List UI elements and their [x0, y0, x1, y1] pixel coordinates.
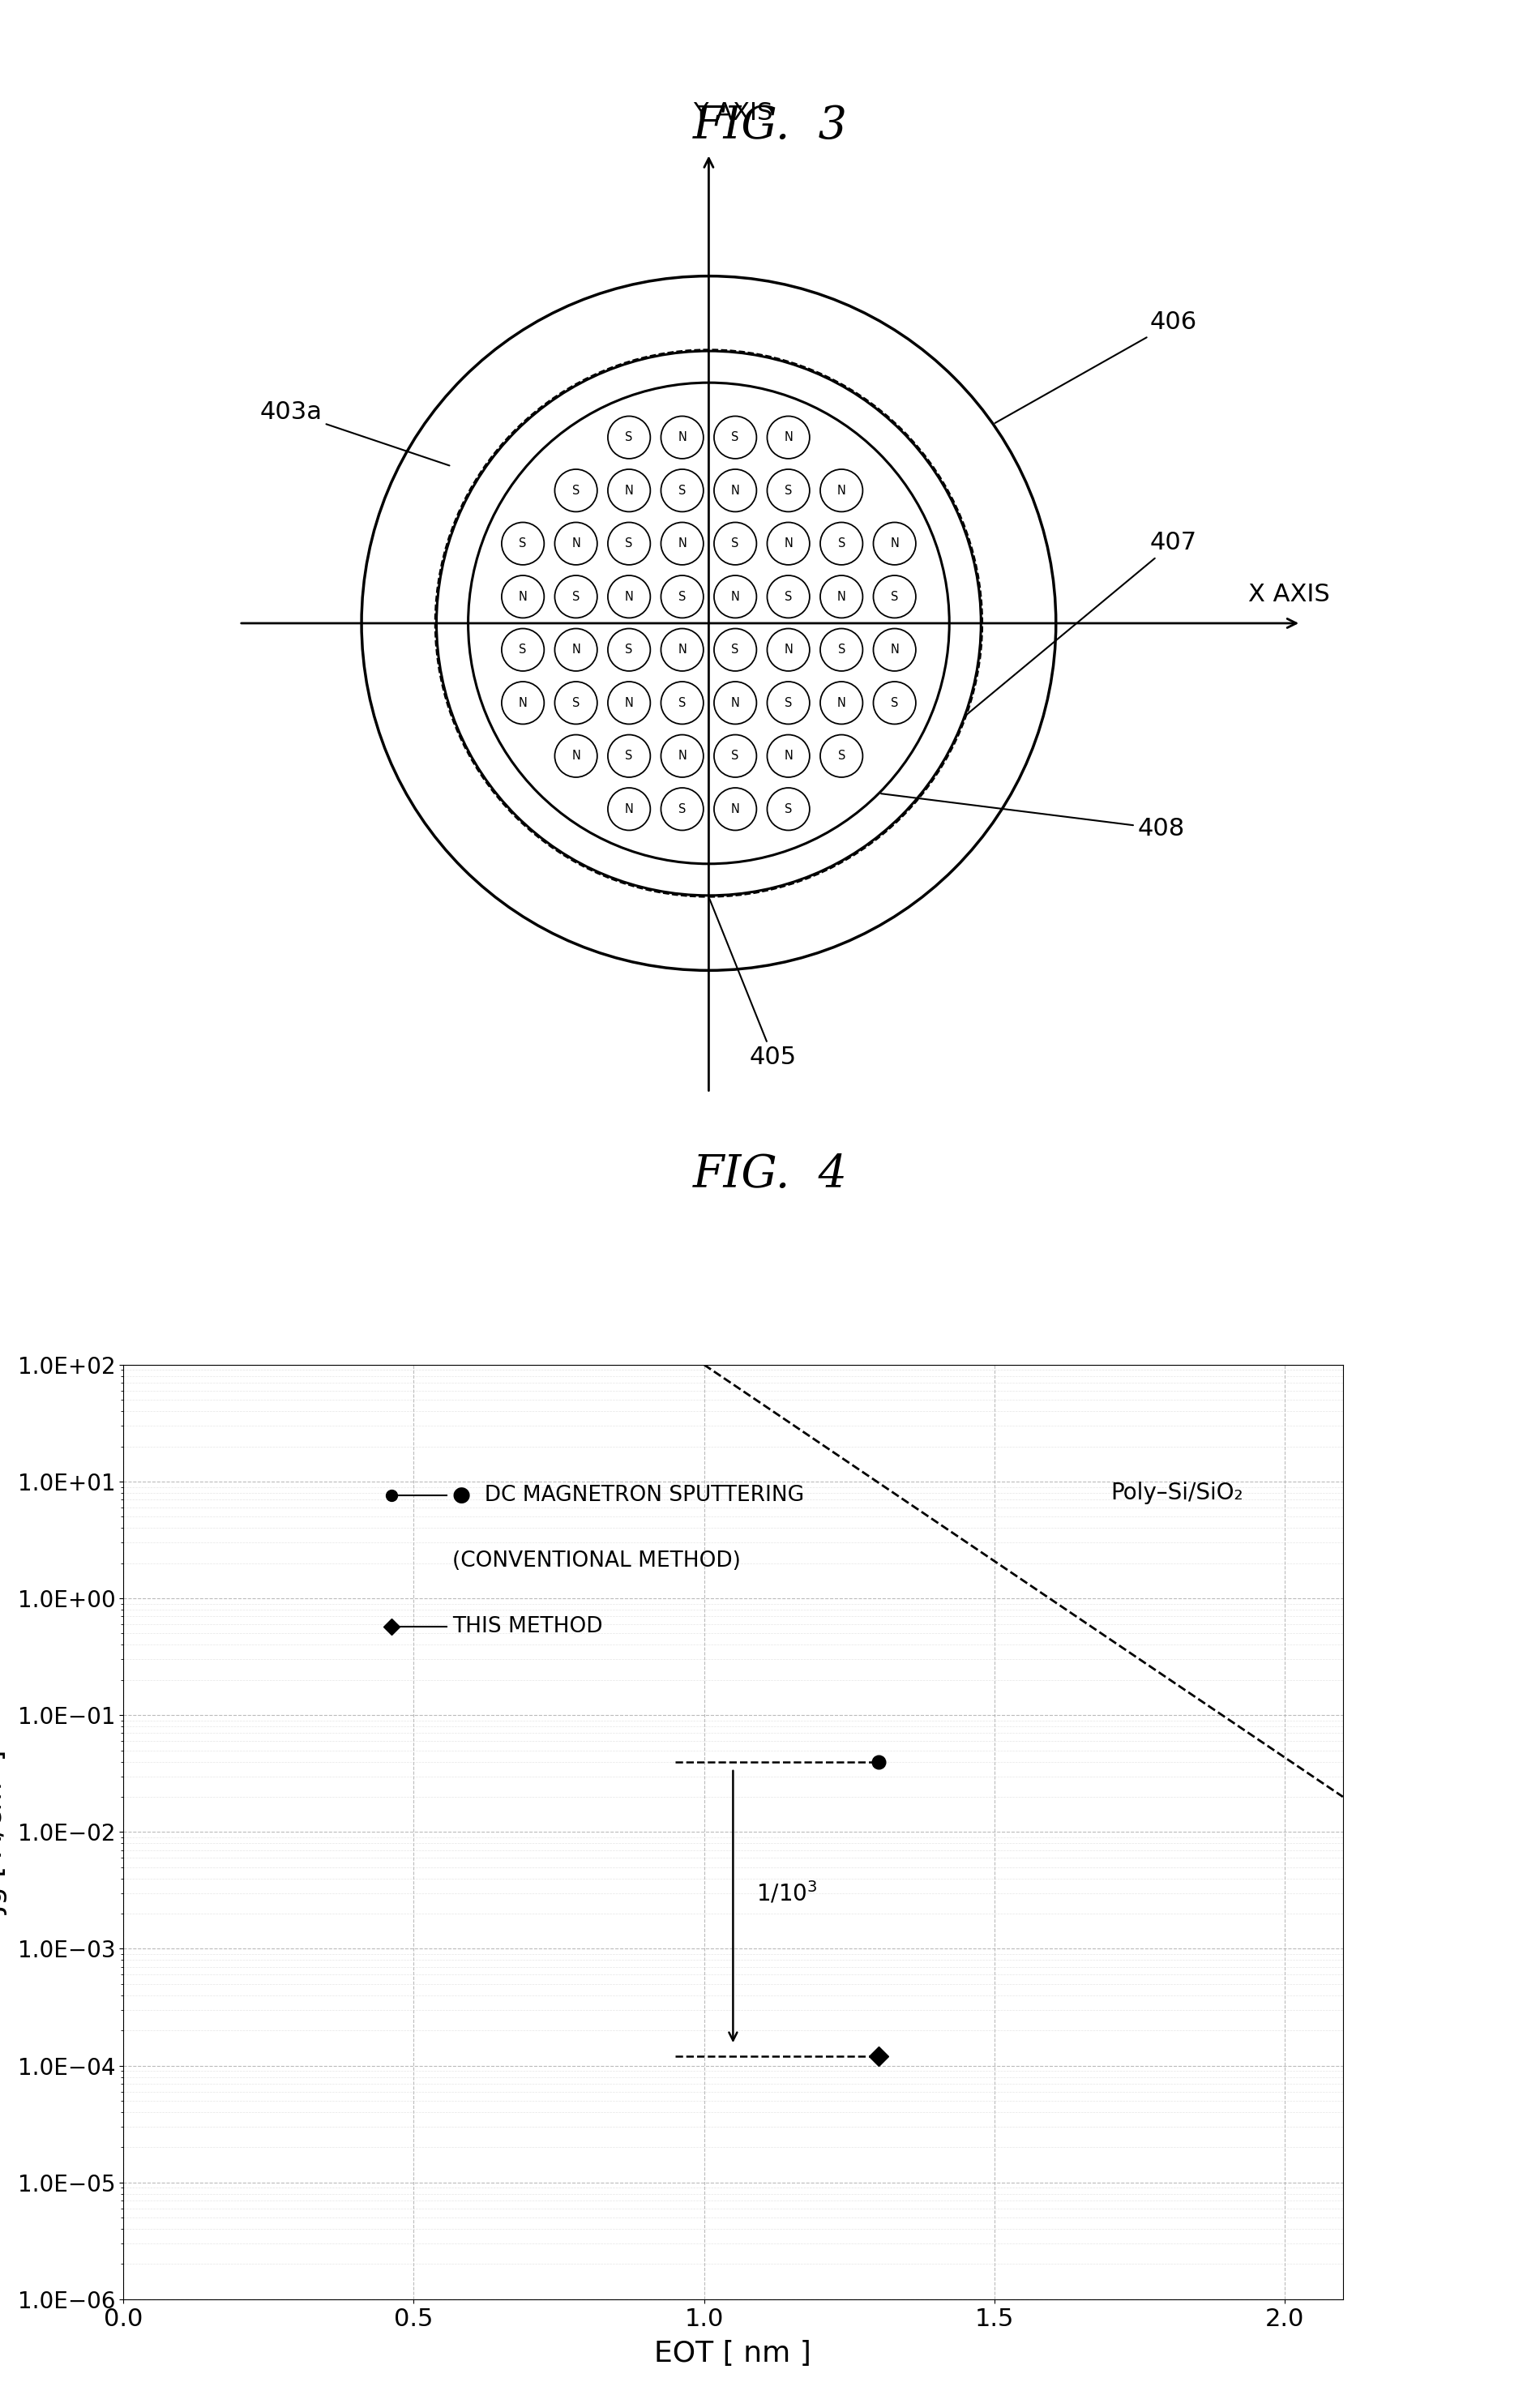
Text: S: S: [838, 750, 845, 762]
Text: 406: 406: [995, 311, 1197, 424]
Text: S: S: [732, 536, 739, 551]
Text: S: S: [625, 644, 633, 656]
Text: N: N: [838, 592, 845, 604]
Text: ●  DC MAGNETRON SPUTTERING: ● DC MAGNETRON SPUTTERING: [453, 1485, 804, 1506]
Text: S: S: [784, 802, 792, 814]
Text: N: N: [678, 644, 687, 656]
Text: FIG.  3: FIG. 3: [693, 103, 847, 148]
Text: N: N: [625, 802, 633, 814]
Text: N: N: [838, 484, 845, 496]
Text: S: S: [732, 750, 739, 762]
Text: N: N: [784, 431, 793, 443]
Text: S: S: [625, 536, 633, 551]
Text: N: N: [678, 536, 687, 551]
Text: N: N: [890, 536, 899, 551]
Text: N: N: [571, 644, 581, 656]
Text: N: N: [519, 592, 527, 604]
Text: Poly–Si/SiO₂: Poly–Si/SiO₂: [1110, 1483, 1243, 1504]
Text: S: S: [890, 697, 898, 709]
Text: N: N: [784, 750, 793, 762]
Text: (CONVENTIONAL METHOD): (CONVENTIONAL METHOD): [453, 1550, 741, 1571]
Text: S: S: [519, 536, 527, 551]
Text: N: N: [732, 592, 739, 604]
Text: 408: 408: [881, 793, 1184, 841]
Text: S: S: [784, 484, 792, 496]
Text: X AXIS: X AXIS: [1247, 582, 1329, 606]
Text: 407: 407: [966, 532, 1197, 714]
Text: S: S: [679, 697, 685, 709]
Text: S: S: [625, 750, 633, 762]
Text: S: S: [838, 536, 845, 551]
Text: N: N: [678, 431, 687, 443]
Text: S: S: [732, 644, 739, 656]
Text: S: S: [890, 592, 898, 604]
Text: N: N: [678, 750, 687, 762]
Text: N: N: [784, 644, 793, 656]
Text: N: N: [890, 644, 899, 656]
Text: 405: 405: [710, 898, 796, 1068]
Text: S: S: [732, 431, 739, 443]
Text: Y AXIS: Y AXIS: [693, 101, 773, 125]
Text: S: S: [573, 484, 579, 496]
Text: N: N: [571, 750, 581, 762]
Text: N: N: [784, 536, 793, 551]
Text: N: N: [838, 697, 845, 709]
Text: 403a: 403a: [259, 400, 450, 465]
Text: N: N: [625, 697, 633, 709]
Text: THIS METHOD: THIS METHOD: [453, 1617, 602, 1636]
Text: N: N: [625, 484, 633, 496]
Text: N: N: [571, 536, 581, 551]
Text: S: S: [573, 592, 579, 604]
Text: S: S: [838, 644, 845, 656]
Text: N: N: [519, 697, 527, 709]
Text: S: S: [519, 644, 527, 656]
Text: S: S: [625, 431, 633, 443]
Text: S: S: [784, 592, 792, 604]
Text: S: S: [679, 484, 685, 496]
Y-axis label: Jg [ A/cm² ]: Jg [ A/cm² ]: [0, 1751, 8, 1914]
Text: FIG.  4: FIG. 4: [693, 1152, 847, 1198]
Text: S: S: [679, 802, 685, 814]
Text: N: N: [732, 697, 739, 709]
Text: N: N: [625, 592, 633, 604]
Text: S: S: [573, 697, 579, 709]
Text: 1/10$^{3}$: 1/10$^{3}$: [756, 1880, 818, 1906]
X-axis label: EOT [ nm ]: EOT [ nm ]: [654, 2340, 812, 2366]
Text: S: S: [679, 592, 685, 604]
Text: N: N: [732, 484, 739, 496]
Text: S: S: [784, 697, 792, 709]
Text: N: N: [732, 802, 739, 814]
